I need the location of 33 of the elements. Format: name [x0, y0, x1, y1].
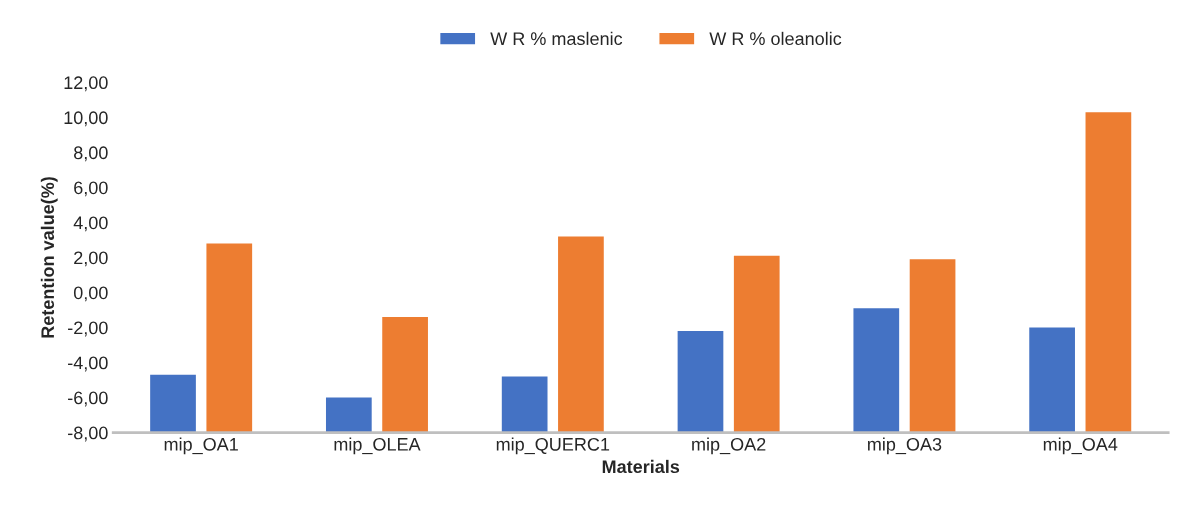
x-tick-label: mip_OA1: [164, 437, 238, 455]
legend-label: W R % oleanolic: [709, 31, 842, 46]
legend-label: W R % maslenic: [490, 31, 623, 46]
bar: [677, 331, 724, 433]
y-tick-label: -6,00: [68, 391, 108, 407]
y-tick-label: 6,00: [74, 181, 108, 197]
x-axis-title: Materials: [602, 459, 680, 474]
bar: [382, 317, 428, 433]
y-tick-label: 4,00: [73, 216, 108, 232]
x-tick-label: mip_OA2: [692, 437, 766, 455]
bar: [325, 397, 372, 433]
bar: [853, 308, 900, 433]
y-tick-label: 0,00: [73, 286, 108, 302]
x-tick-label: mip_OA3: [868, 437, 942, 455]
bar: [150, 374, 196, 433]
bar: [909, 259, 956, 433]
y-tick-label: -8,00: [68, 426, 108, 442]
x-tick-label: mip_OA4: [1043, 437, 1118, 455]
bar: [501, 376, 548, 433]
bar: [206, 243, 253, 433]
y-tick-label: -4,00: [68, 356, 108, 372]
y-tick-label: -2,00: [68, 321, 108, 337]
y-tick-label: 12,00: [64, 76, 108, 92]
x-tick-label: mip_OLEA: [334, 437, 421, 455]
y-axis-title: Retention value(%): [40, 177, 58, 338]
bar: [558, 236, 604, 433]
bar: [1029, 327, 1075, 433]
y-tick-label: 2,00: [74, 251, 108, 267]
y-tick-label: 8,00: [74, 146, 108, 162]
bar: [1085, 112, 1132, 433]
y-tick-label: 10,00: [64, 111, 108, 127]
bar: [733, 255, 780, 433]
x-tick-label: mip_QUERC1: [496, 437, 610, 455]
